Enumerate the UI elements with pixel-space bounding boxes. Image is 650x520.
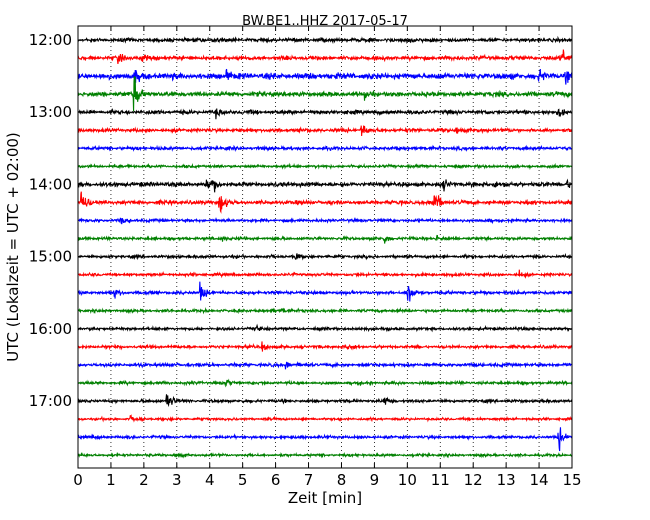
x-tick-label: 9: [370, 471, 380, 489]
seismogram-traces: [77, 35, 573, 459]
y-tick-label: 16:00: [29, 320, 72, 338]
x-tick-label: 8: [337, 471, 347, 489]
x-tick-label: 12: [464, 471, 483, 489]
seismogram-trace: [77, 68, 573, 85]
x-tick-label: 15: [562, 471, 581, 489]
x-tick-label: 14: [530, 471, 549, 489]
x-tick-label: 2: [139, 471, 149, 489]
seismogram-trace: [77, 427, 573, 452]
x-tick-label: 1: [106, 471, 116, 489]
y-tick-label: 14:00: [29, 175, 72, 193]
seismogram-trace: [77, 341, 573, 352]
y-tick-labels: 12:00 13:00 14:00 15:00 16:00 17:00: [29, 31, 72, 410]
x-tick-label: 4: [205, 471, 215, 489]
seismogram-trace: [77, 414, 573, 423]
seismogram-trace: [77, 107, 573, 120]
seismogram-trace: [77, 234, 573, 244]
x-tick-label: 13: [497, 471, 516, 489]
seismogram-trace: [77, 191, 573, 214]
x-tick-labels: 0 1 2 3 4 5 6 7 8 9 10 11 12 13 14 15: [73, 471, 581, 489]
y-tick-label: 13:00: [29, 103, 72, 121]
seismogram-trace: [77, 178, 573, 193]
y-axis-label: UTC (Lokalzeit = UTC + 02:00): [4, 132, 22, 362]
x-tick-label: 7: [304, 471, 314, 489]
seismogram-trace: [77, 451, 573, 459]
x-tick-label: 6: [271, 471, 281, 489]
y-tick-label: 15:00: [29, 248, 72, 266]
seismogram-trace: [77, 76, 573, 112]
axis-ticks: [77, 26, 573, 468]
chart-title: BW.BE1..HHZ 2017-05-17: [242, 14, 408, 29]
seismogram-trace: [77, 252, 573, 261]
y-tick-label: 12:00: [29, 31, 72, 49]
seismogram-trace: [77, 35, 573, 45]
seismogram-trace: [77, 269, 573, 279]
x-tick-label: 5: [238, 471, 248, 489]
seismogram-trace: [77, 378, 573, 388]
grid-lines: [110, 26, 540, 468]
seismogram-trace: [77, 306, 573, 315]
seismogram-trace: [77, 394, 573, 408]
x-tick-label: 10: [398, 471, 417, 489]
seismogram-trace: [77, 281, 573, 302]
seismogram-trace: [77, 162, 573, 171]
x-axis-label: Zeit [min]: [288, 489, 362, 507]
x-tick-label: 11: [431, 471, 450, 489]
seismogram-trace: [77, 144, 573, 152]
seismogram-trace: [77, 217, 573, 225]
x-tick-label: 3: [172, 471, 182, 489]
seismogram-trace: [77, 360, 573, 370]
seismogram-trace: [77, 323, 573, 333]
seismogram-trace: [77, 125, 573, 136]
x-tick-label: 0: [73, 471, 83, 489]
seismogram-trace: [77, 49, 573, 65]
y-tick-label: 17:00: [29, 392, 72, 410]
plot-frame: [77, 25, 573, 469]
